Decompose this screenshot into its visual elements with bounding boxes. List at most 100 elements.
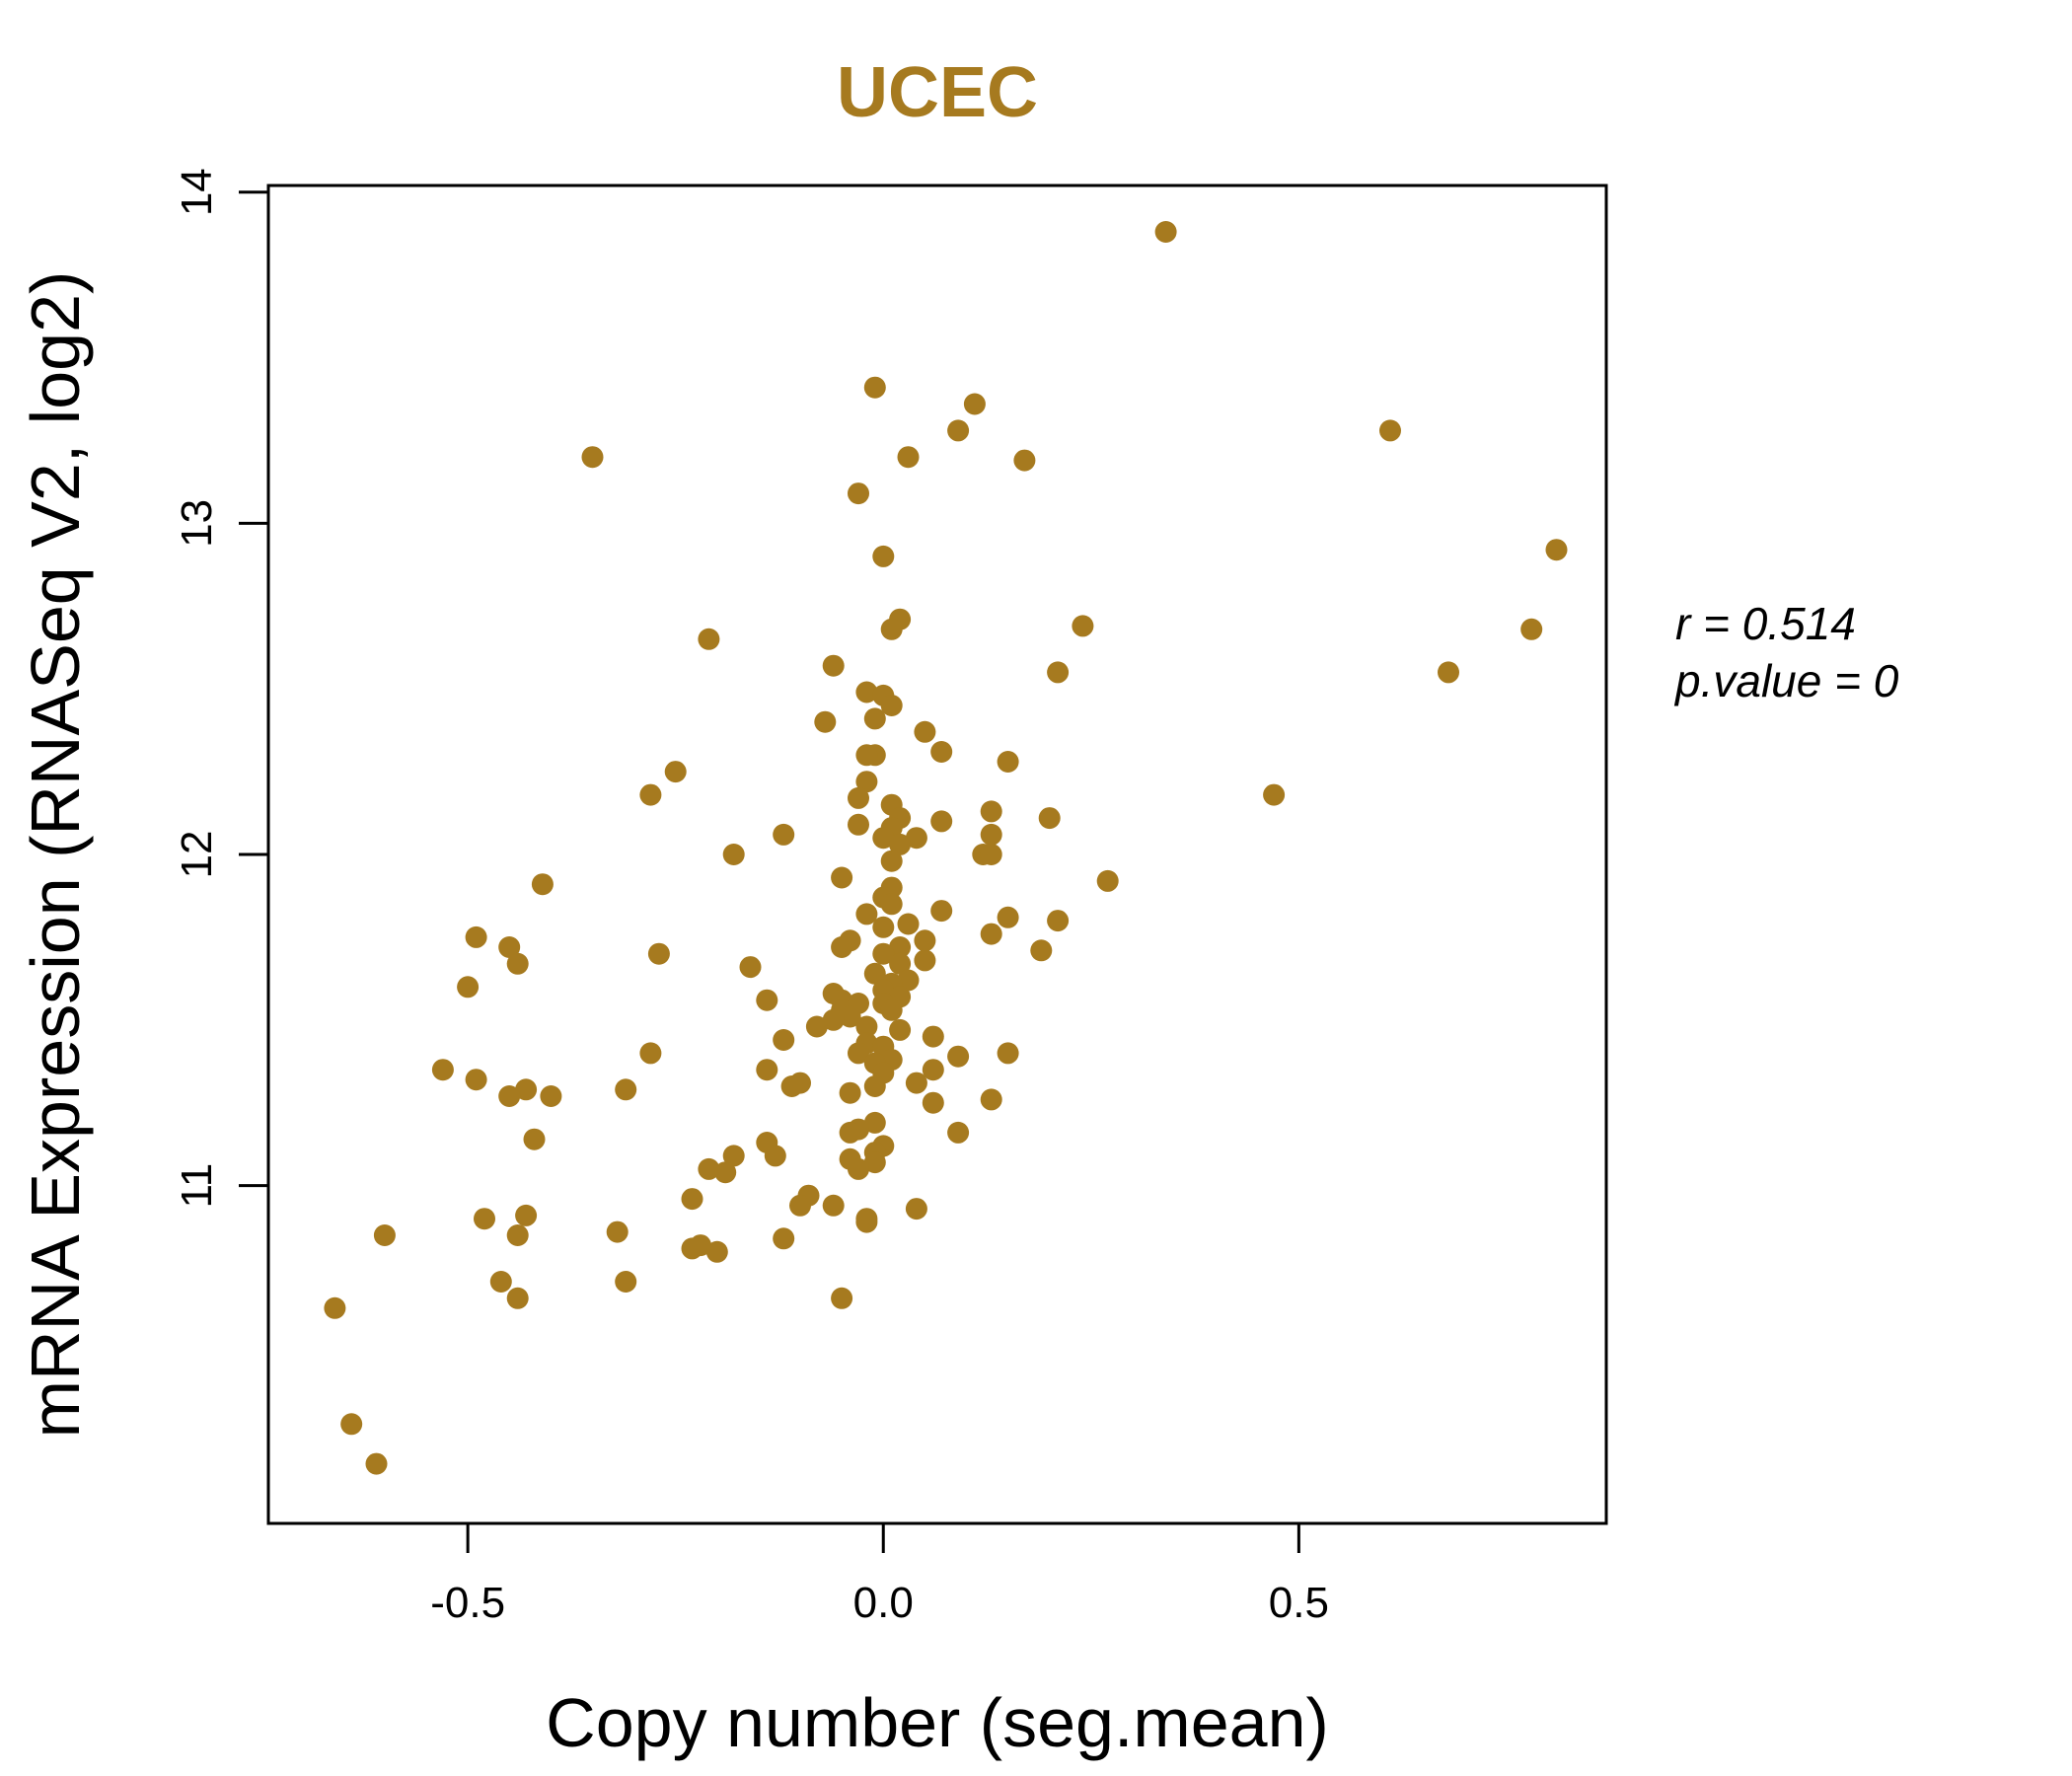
data-point: [739, 956, 762, 979]
data-point: [905, 1072, 927, 1094]
data-point: [540, 1085, 562, 1107]
data-point: [515, 1078, 538, 1101]
data-point: [914, 929, 936, 952]
data-point: [647, 942, 670, 965]
data-point: [880, 999, 903, 1021]
data-point: [606, 1221, 629, 1243]
plot-area-frame: [266, 184, 1608, 1525]
data-point: [848, 1157, 869, 1180]
data-point: [523, 1128, 546, 1150]
x-tick-label: 0.0: [853, 1579, 914, 1627]
data-point: [839, 1005, 861, 1028]
data-point: [863, 1075, 886, 1097]
data-point: [457, 976, 480, 999]
data-point: [880, 618, 903, 640]
data-point: [1379, 419, 1401, 442]
data-point: [889, 1018, 912, 1041]
data-point: [531, 873, 554, 896]
data-point: [498, 936, 521, 958]
data-point: [465, 925, 487, 948]
data-point: [681, 1237, 703, 1260]
data-point: [1038, 807, 1061, 830]
data-point: [722, 844, 745, 865]
data-point: [722, 1145, 745, 1167]
data-point: [914, 720, 936, 743]
data-point: [930, 741, 953, 763]
data-point: [872, 916, 895, 938]
data-point: [1047, 910, 1070, 932]
data-point: [947, 1045, 970, 1068]
x-tick-label: -0.5: [430, 1579, 505, 1627]
data-point: [756, 989, 778, 1011]
data-point: [905, 827, 927, 850]
data-point: [465, 1069, 487, 1091]
data-points: [324, 221, 1568, 1475]
y-tick-label: 11: [173, 1163, 221, 1209]
chart-title: UCEC: [837, 53, 1038, 132]
data-point: [831, 936, 853, 958]
data-point: [839, 1081, 861, 1104]
data-point: [980, 1088, 1002, 1111]
data-point: [930, 900, 953, 923]
data-point: [947, 419, 970, 442]
data-point: [848, 786, 869, 809]
data-point: [474, 1208, 495, 1230]
data-point: [1030, 939, 1053, 962]
data-point: [773, 1029, 795, 1051]
data-point: [639, 783, 662, 806]
data-point: [698, 1157, 720, 1180]
data-point: [855, 771, 878, 793]
data-point: [855, 1015, 878, 1038]
data-point: [889, 833, 912, 855]
data-point: [863, 1111, 886, 1134]
data-point: [831, 1287, 853, 1309]
data-point: [789, 1194, 811, 1217]
data-point: [889, 936, 912, 958]
data-point: [889, 952, 912, 975]
data-point: [922, 1025, 944, 1048]
data-point: [980, 823, 1002, 846]
data-point: [831, 866, 853, 889]
data-point: [1263, 783, 1286, 806]
data-point: [373, 1224, 396, 1246]
data-point: [922, 1059, 944, 1081]
data-point: [980, 800, 1002, 823]
data-point: [863, 707, 886, 730]
x-axis-title: Copy number (seg.mean): [546, 1684, 1329, 1761]
data-point: [997, 1042, 1019, 1065]
data-point: [922, 1091, 944, 1114]
y-tick-label: 13: [173, 499, 221, 548]
data-point: [848, 1042, 869, 1065]
data-point: [805, 1015, 828, 1038]
data-point: [639, 1042, 662, 1065]
data-point: [324, 1296, 346, 1319]
data-point: [431, 1059, 454, 1081]
data-point: [980, 923, 1002, 945]
data-point: [863, 376, 886, 399]
data-point: [880, 850, 903, 872]
data-point: [855, 681, 878, 703]
data-point: [1072, 615, 1094, 637]
data-point: [848, 813, 869, 836]
data-point: [615, 1271, 637, 1293]
p-value-annotation: p.value = 0: [1673, 655, 1899, 706]
data-point: [1438, 661, 1459, 684]
data-point: [997, 906, 1019, 928]
data-point: [489, 1271, 512, 1293]
correlation-annotation: r = 0.514: [1675, 598, 1856, 649]
data-point: [863, 1151, 886, 1174]
data-point: [980, 844, 1002, 865]
data-point: [963, 393, 986, 415]
data-point: [773, 1227, 795, 1250]
data-point: [863, 962, 886, 985]
data-point: [872, 545, 895, 567]
data-point: [764, 1145, 786, 1167]
data-point: [780, 1075, 803, 1097]
data-point: [997, 751, 1019, 773]
data-point: [1520, 618, 1543, 640]
data-point: [914, 949, 936, 972]
data-point: [822, 654, 845, 677]
data-point: [773, 823, 795, 846]
data-point: [1154, 221, 1177, 243]
